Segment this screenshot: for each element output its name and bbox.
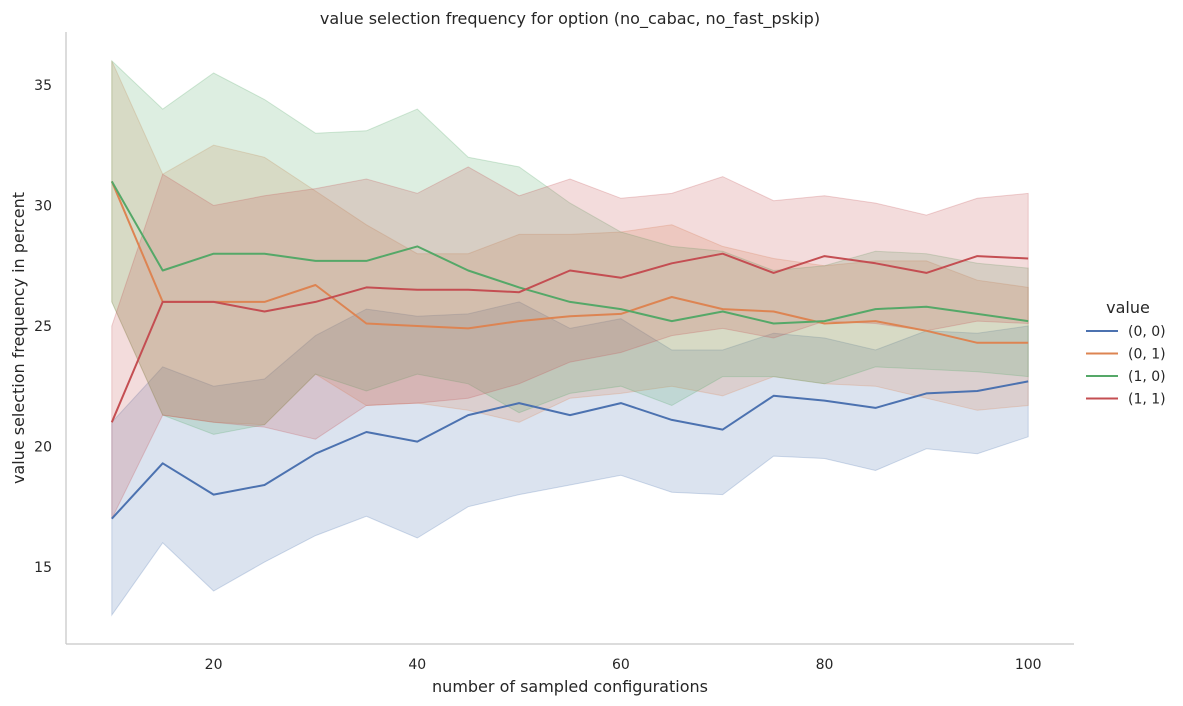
confidence-band-series-4 [111,166,1029,519]
x-axis-label: number of sampled configurations [432,677,708,696]
legend-label-2: (0, 1) [1128,347,1166,363]
x-tick-label: 80 [816,657,834,673]
series-lines [110,180,1029,520]
series-line-4 [110,252,1029,423]
legend-label-4: (1, 1) [1128,392,1166,408]
series-line-3 [110,180,1029,325]
y-axis-ticks: 15 20 25 30 35 [34,78,52,576]
x-tick-label: 100 [1015,657,1042,673]
y-tick-label: 20 [34,439,52,455]
series-line-1 [111,380,1029,520]
x-tick-label: 20 [205,657,223,673]
y-tick-label: 35 [34,78,52,94]
legend: value (0, 0) (0, 1) (1, 0) (1, 1) [1086,298,1166,408]
legend-label-3: (1, 0) [1128,369,1166,385]
legend-title: value [1106,298,1150,317]
series-line-2 [110,181,1029,344]
chart-title: value selection frequency for option (no… [320,9,820,29]
x-tick-label: 40 [408,657,426,673]
confidence-band-series-1 [111,301,1029,617]
y-axis-label: value selection frequency in percent [9,192,28,484]
x-axis-ticks: 20 40 60 80 100 [205,657,1042,673]
confidence-bands [111,59,1029,617]
x-tick-label: 60 [612,657,630,673]
y-tick-label: 30 [34,199,52,215]
confidence-band-series-3 [111,59,1029,435]
y-tick-label: 25 [34,319,52,335]
y-tick-label: 15 [34,560,52,576]
legend-label-1: (0, 0) [1128,324,1166,340]
